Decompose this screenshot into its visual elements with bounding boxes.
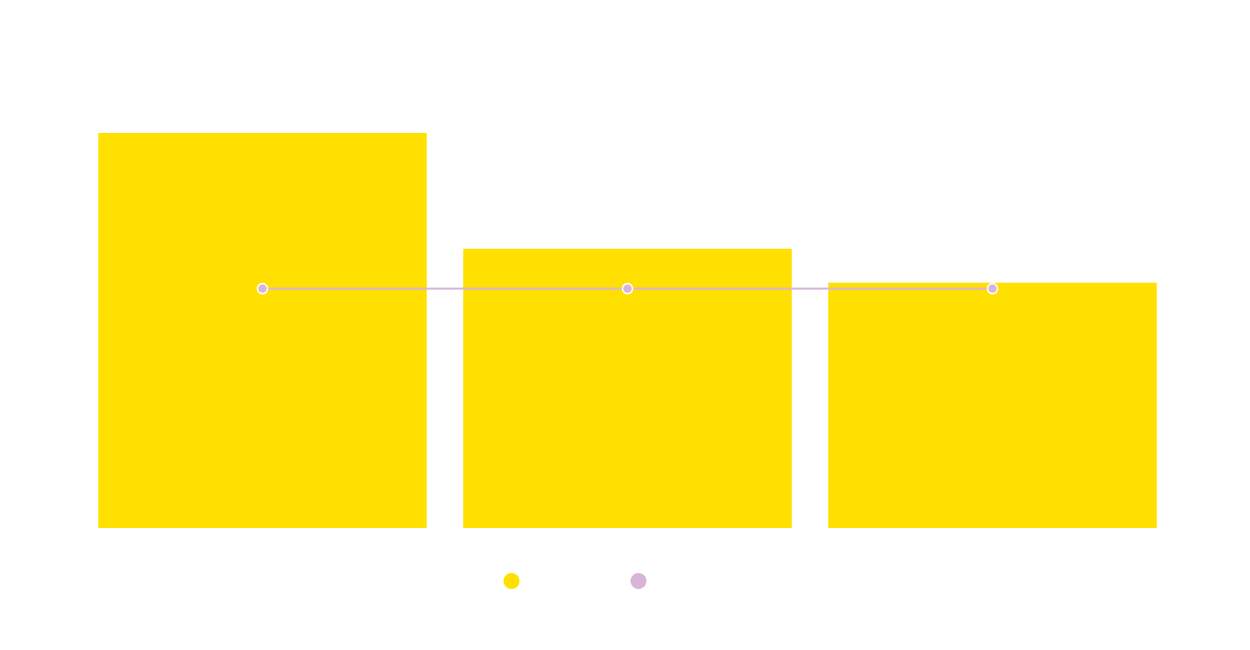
bar-2[interactable] bbox=[463, 248, 792, 529]
legend-marker-2[interactable] bbox=[630, 573, 647, 589]
legend-marker-1[interactable] bbox=[503, 573, 520, 589]
bar-series bbox=[98, 133, 1157, 529]
line-point-3[interactable] bbox=[986, 282, 999, 295]
bar-3[interactable] bbox=[828, 282, 1157, 528]
line-point-2[interactable] bbox=[621, 282, 634, 295]
legend bbox=[503, 573, 647, 589]
bar-1[interactable] bbox=[98, 133, 427, 528]
line-point-1[interactable] bbox=[256, 282, 269, 295]
line-series bbox=[256, 282, 999, 295]
